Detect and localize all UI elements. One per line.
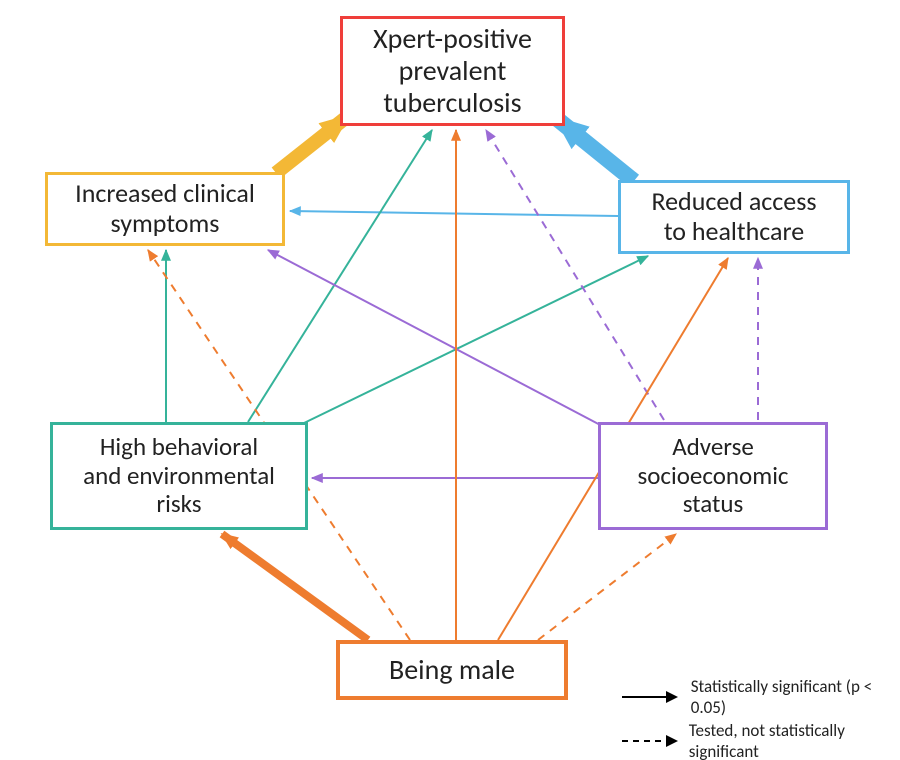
legend-item-not-significant: Tested, not statistically significant <box>620 720 900 760</box>
legend-line-solid-icon <box>620 690 681 704</box>
node-label: High behavioraland environmentalrisks <box>83 433 275 519</box>
edge-arrow <box>276 116 348 173</box>
node-label: Increased clinicalsymptoms <box>75 179 255 239</box>
edge-arrow <box>268 250 606 428</box>
node-label: Xpert-positiveprevalenttuberculosis <box>373 23 532 120</box>
node-adverse-socioeconomic: Adversesocioeconomicstatus <box>598 422 828 530</box>
node-behavioral-environment: High behavioraland environmentalrisks <box>50 422 308 530</box>
legend-label: Tested, not statistically significant <box>689 720 900 760</box>
edge-arrow <box>556 118 634 181</box>
node-reduced-access: Reduced accessto healthcare <box>618 180 850 254</box>
legend-label: Statistically significant (p < 0.05) <box>691 676 900 718</box>
node-being-male: Being male <box>336 640 568 700</box>
legend: Statistically significant (p < 0.05) Tes… <box>620 674 900 760</box>
edge-arrow <box>538 534 676 640</box>
edge-arrow <box>486 130 664 420</box>
edge-arrow <box>222 534 368 640</box>
node-xpert-positive-tb: Xpert-positiveprevalenttuberculosis <box>340 16 565 126</box>
diagram-canvas: Xpert-positiveprevalenttuberculosis Incr… <box>0 0 900 760</box>
edge-arrow <box>290 211 618 216</box>
legend-item-significant: Statistically significant (p < 0.05) <box>620 676 900 718</box>
node-label: Reduced accessto healthcare <box>651 187 816 247</box>
node-label: Being male <box>389 654 515 686</box>
edge-arrow <box>302 256 648 424</box>
node-label: Adversesocioeconomicstatus <box>637 433 788 519</box>
legend-line-dashed-icon <box>620 734 679 748</box>
node-increased-clinical: Increased clinicalsymptoms <box>45 172 285 246</box>
